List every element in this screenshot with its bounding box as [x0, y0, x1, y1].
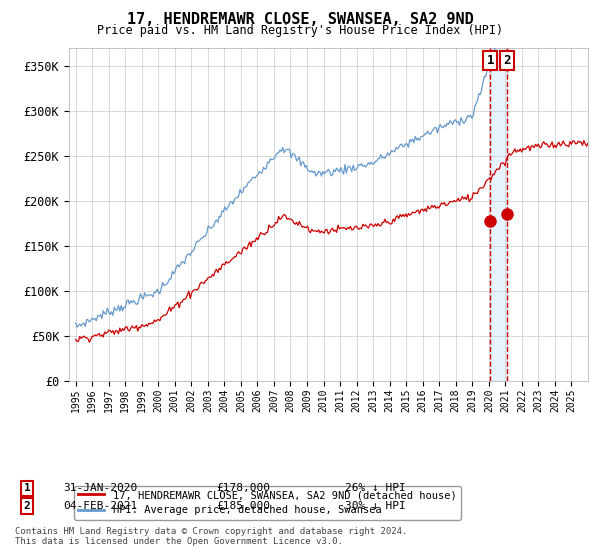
Bar [490, 48, 507, 381]
Text: £185,000: £185,000 [216, 501, 270, 511]
Text: 04-FEB-2021: 04-FEB-2021 [63, 501, 137, 511]
Text: £178,000: £178,000 [216, 483, 270, 493]
Text: 31-JAN-2020: 31-JAN-2020 [63, 483, 137, 493]
Text: 26% ↓ HPI: 26% ↓ HPI [345, 483, 406, 493]
Text: 30% ↓ HPI: 30% ↓ HPI [345, 501, 406, 511]
Text: 2: 2 [23, 501, 31, 511]
Legend: 17, HENDREMAWR CLOSE, SWANSEA, SA2 9ND (detached house), HPI: Average price, det: 17, HENDREMAWR CLOSE, SWANSEA, SA2 9ND (… [74, 486, 461, 520]
Text: Price paid vs. HM Land Registry's House Price Index (HPI): Price paid vs. HM Land Registry's House … [97, 24, 503, 36]
Text: 17, HENDREMAWR CLOSE, SWANSEA, SA2 9ND: 17, HENDREMAWR CLOSE, SWANSEA, SA2 9ND [127, 12, 473, 27]
Text: 1: 1 [487, 54, 494, 67]
Text: Contains HM Land Registry data © Crown copyright and database right 2024.
This d: Contains HM Land Registry data © Crown c… [15, 526, 407, 546]
Text: 2: 2 [503, 54, 511, 67]
Text: 1: 1 [23, 483, 31, 493]
